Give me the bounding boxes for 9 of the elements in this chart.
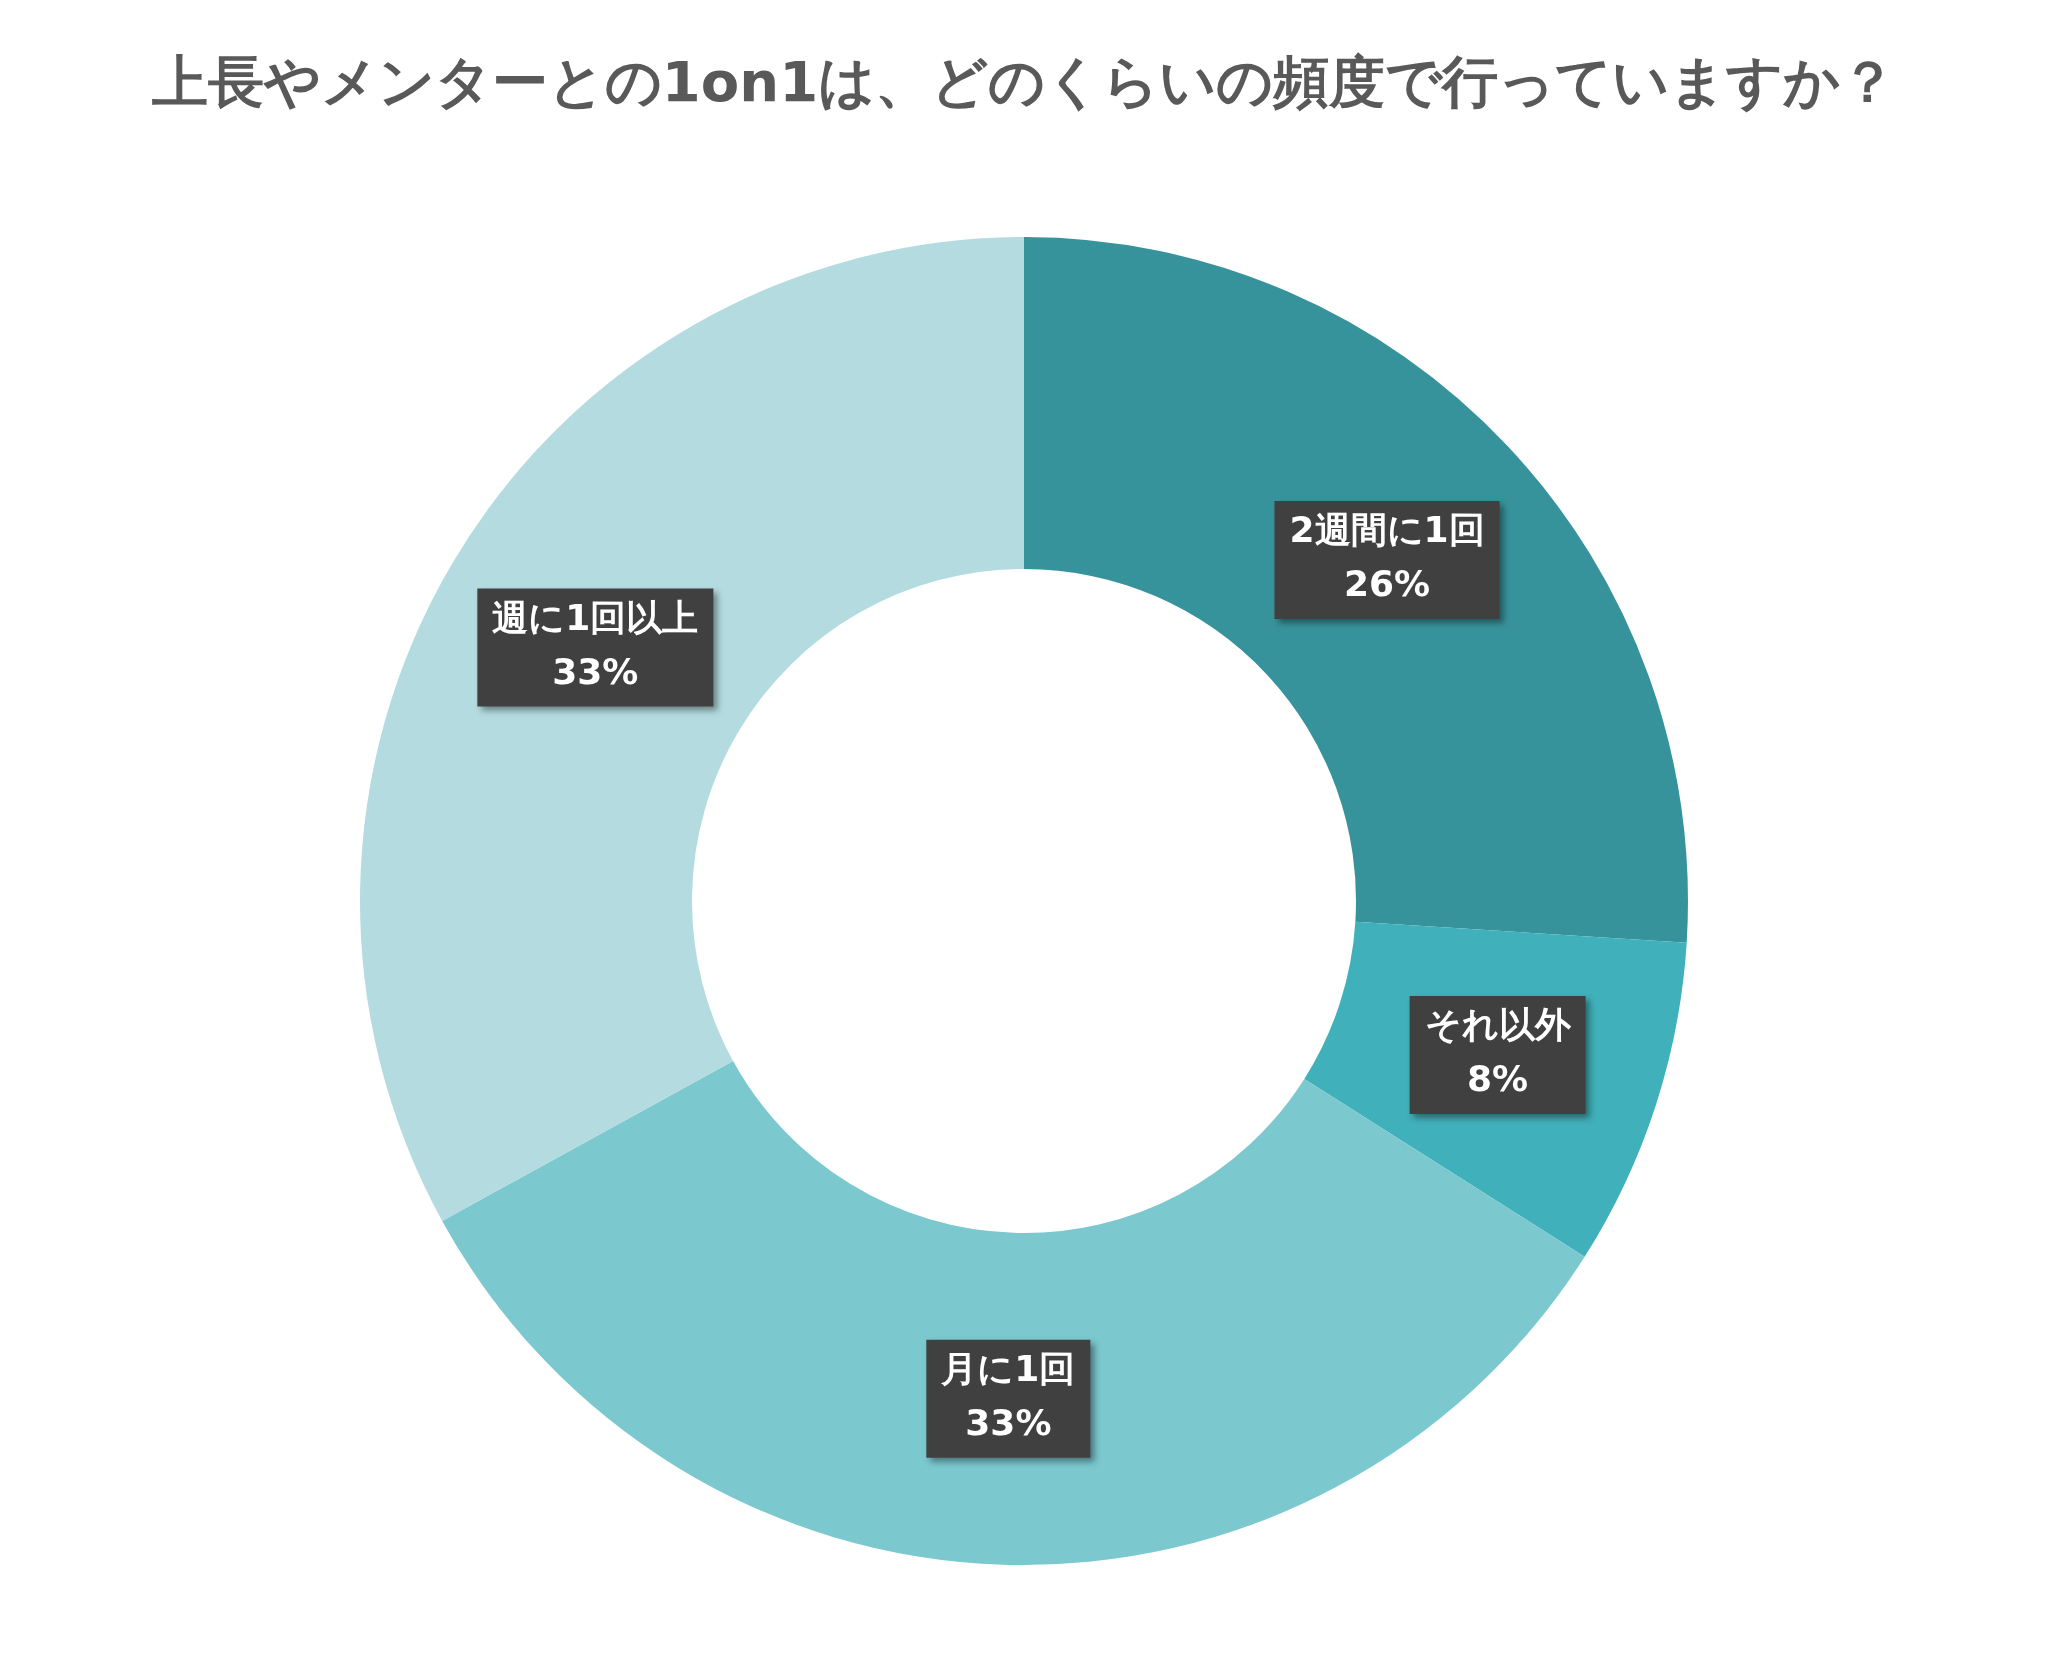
chart-title: 上長やメンターとの1on1は、どのくらいの頻度で行っていますか？ [150, 48, 1898, 116]
slice-label: 2週間に1回 [1289, 509, 1485, 551]
data-label: 33% [552, 650, 639, 692]
data-label: 26% [1343, 563, 1431, 605]
slice-label: 月に1回 [940, 1348, 1076, 1390]
slice-label: 週に1回以上 [492, 596, 699, 638]
data-label: 8% [1467, 1058, 1529, 1100]
slice-label: それ以外 [1424, 1004, 1572, 1046]
data-label: 33% [965, 1402, 1052, 1444]
